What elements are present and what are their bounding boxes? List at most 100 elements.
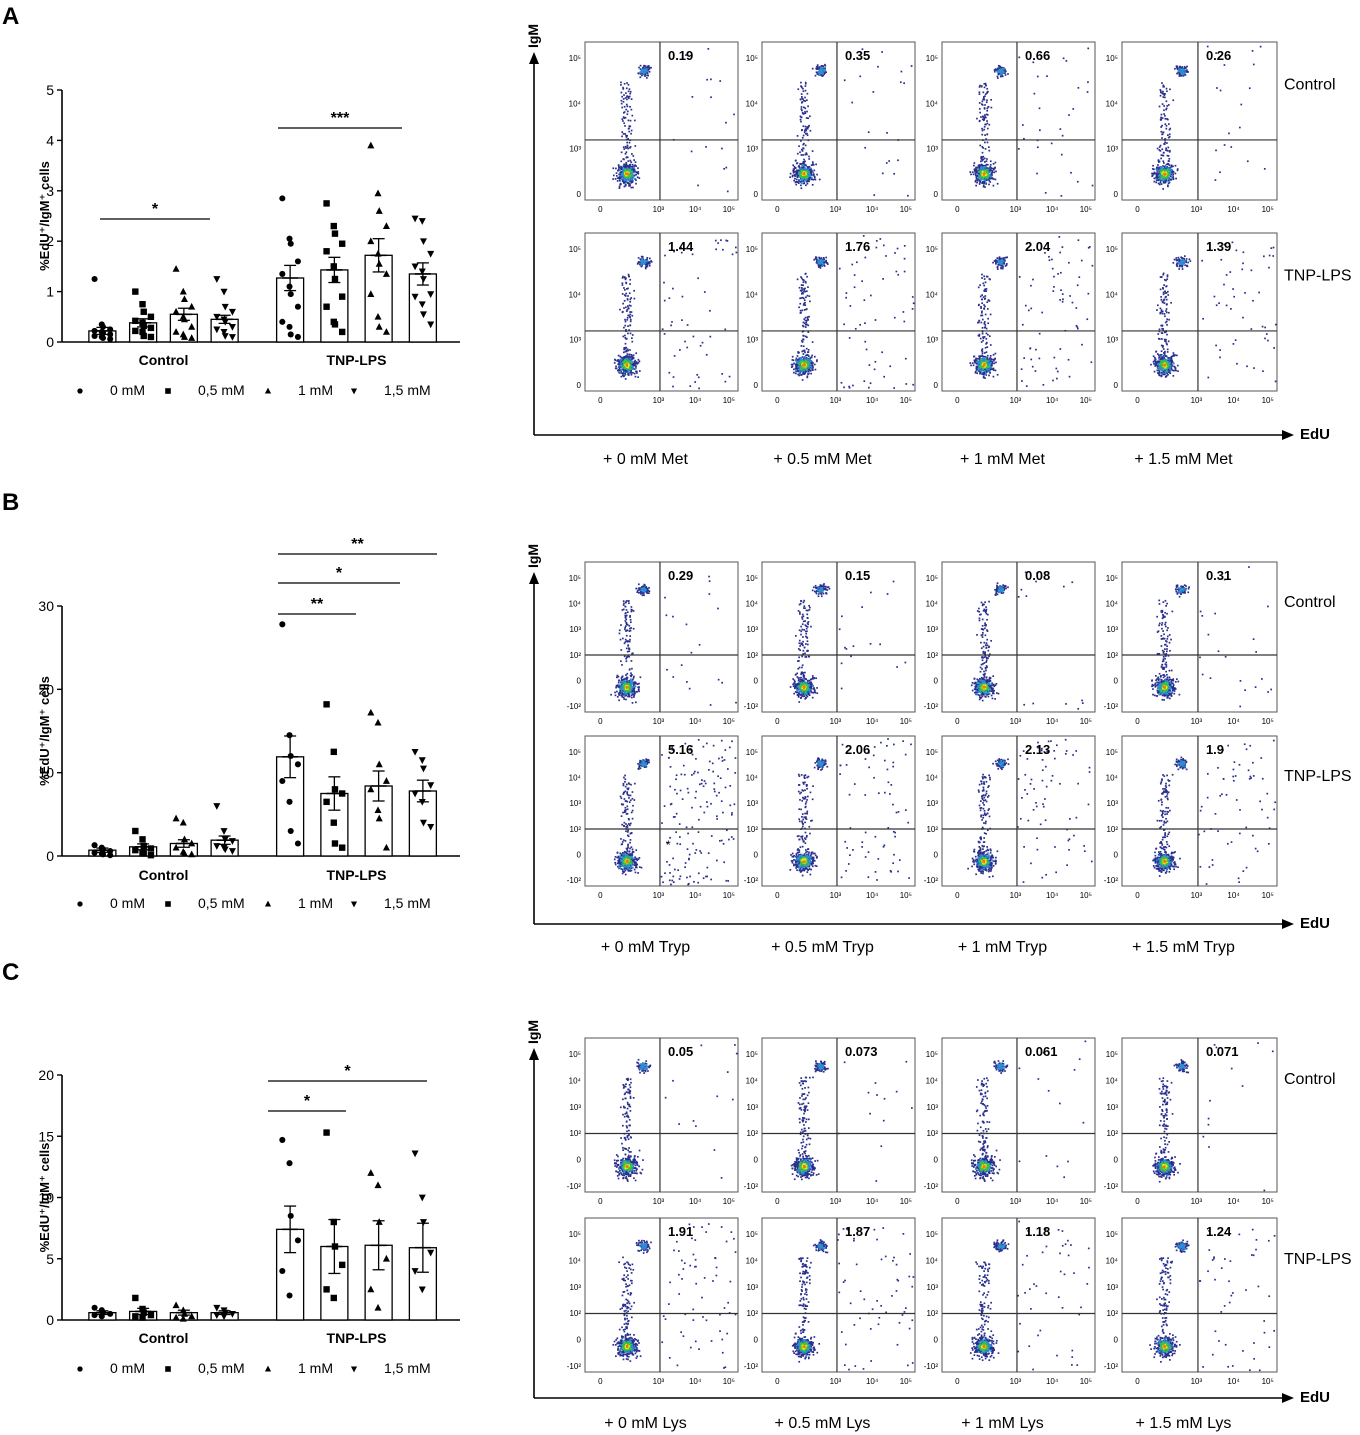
cell-dot [629, 318, 632, 321]
cell-dot [969, 171, 972, 173]
cell-dot [888, 160, 891, 162]
cell-dot [639, 258, 642, 261]
cell-dot [1230, 146, 1233, 148]
cell-dot [1174, 67, 1176, 70]
cell-dot [619, 169, 621, 172]
cell-dot [982, 182, 984, 184]
cell-dot [1174, 172, 1177, 175]
cell-dot [800, 129, 803, 132]
cell-dot [629, 159, 632, 162]
cell-dot [1170, 169, 1173, 172]
legend-marker [350, 388, 358, 395]
cell-dot [798, 306, 800, 309]
cell-dot [668, 371, 671, 374]
cell-dot [805, 152, 808, 155]
cell-dot [632, 155, 635, 157]
cell-dot [991, 362, 994, 365]
cell-dot [627, 366, 629, 369]
cell-dot [803, 142, 805, 145]
cell-dot [621, 170, 623, 173]
cell-dot [644, 73, 647, 76]
cell-dot [981, 100, 984, 103]
cell-dot [710, 78, 712, 81]
cell-dot [633, 372, 636, 375]
data-point [279, 195, 286, 202]
cell-dot [977, 178, 979, 181]
cell-dot [808, 171, 810, 174]
cell-dot [986, 92, 988, 94]
cell-dot [973, 162, 976, 164]
cell-dot [721, 147, 723, 150]
cell-dot [624, 165, 627, 167]
cell-dot [988, 179, 991, 182]
cell-dot [985, 160, 988, 162]
cell-dot [673, 355, 676, 357]
cell-dot [643, 263, 646, 265]
cell-dot [802, 281, 805, 284]
cell-dot [626, 298, 629, 301]
cell-dot [804, 82, 807, 85]
data-point [220, 288, 228, 296]
cell-dot [799, 172, 801, 175]
cell-dot [806, 173, 808, 175]
cell-dot [793, 371, 795, 374]
cell-dot [983, 168, 986, 171]
cell-dot [992, 375, 995, 378]
cell-dot [618, 179, 621, 182]
cell-dot [879, 238, 882, 240]
cell-dot [820, 68, 823, 71]
cell-dot [1163, 151, 1165, 154]
cell-dot [804, 316, 807, 319]
cell-dot [981, 127, 983, 130]
cell-dot [616, 180, 619, 182]
cell-dot [808, 295, 811, 298]
cell-dot [864, 340, 867, 343]
cell-dot [1153, 172, 1156, 175]
cell-dot [999, 71, 1002, 73]
cell-dot [985, 163, 988, 166]
cell-dot [816, 65, 819, 68]
cell-dot [978, 174, 980, 177]
cell-dot [996, 77, 999, 79]
cell-dot [623, 359, 626, 362]
cell-dot [993, 362, 996, 365]
cell-dot [629, 368, 632, 371]
data-point [221, 318, 229, 326]
cell-dot [1155, 173, 1158, 176]
cell-dot [811, 341, 814, 343]
cell-dot [894, 252, 896, 254]
data-point [294, 258, 301, 265]
cell-dot [796, 278, 799, 281]
cell-dot [624, 278, 627, 281]
cell-dot [1160, 169, 1163, 172]
cell-dot [800, 290, 803, 292]
cell-dot [821, 75, 823, 77]
cell-dot [881, 351, 884, 354]
cell-dot [873, 194, 876, 196]
data-point [418, 218, 426, 225]
cell-dot [979, 160, 982, 163]
cell-dot [859, 75, 862, 78]
cell-dot [990, 171, 993, 174]
quadrant-value: 0.26 [1206, 48, 1231, 63]
cell-dot [643, 69, 646, 72]
cell-dot [813, 175, 816, 178]
cell-dot [811, 170, 813, 173]
cell-dot [1167, 179, 1170, 182]
cell-dot [623, 299, 626, 302]
significance-label: *** [331, 110, 350, 127]
cell-dot [643, 67, 646, 70]
cell-dot [1062, 57, 1065, 60]
data-point [411, 215, 419, 223]
cell-dot [804, 85, 807, 87]
cell-dot [801, 287, 803, 289]
cell-dot [882, 278, 884, 280]
cell-dot [625, 166, 628, 169]
cell-dot [625, 170, 628, 173]
cell-dot [1001, 72, 1003, 75]
cell-dot [807, 363, 809, 366]
cell-dot [632, 166, 635, 169]
cell-dot [795, 178, 798, 181]
cell-dot [989, 165, 992, 168]
